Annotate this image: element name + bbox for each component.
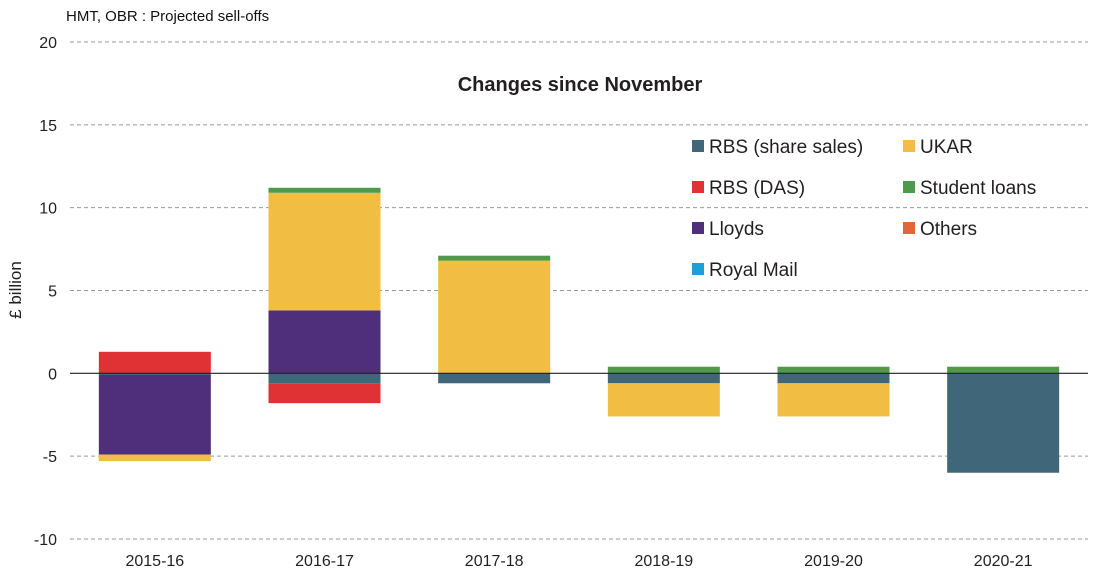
bar-segment bbox=[268, 373, 381, 384]
legend-label: UKAR bbox=[920, 137, 973, 158]
bar-segment bbox=[947, 366, 1060, 374]
legend-swatch bbox=[903, 140, 915, 152]
bar-segment bbox=[777, 366, 890, 374]
bar-segment bbox=[438, 260, 551, 374]
legend-label: Others bbox=[920, 219, 977, 240]
legend-swatch bbox=[692, 181, 704, 193]
bar-segment bbox=[607, 383, 720, 417]
legend-swatch bbox=[692, 140, 704, 152]
legend-swatch bbox=[692, 222, 704, 234]
bar-segment bbox=[607, 366, 720, 374]
legend-label: RBS (DAS) bbox=[709, 178, 805, 199]
x-axis-ticks: 2015-16 2016-17 2017-18 2018-19 2019-20 2020-… bbox=[125, 553, 1032, 570]
bars bbox=[98, 187, 1060, 473]
y-tick-label: 0 bbox=[48, 366, 57, 383]
bar-segment bbox=[268, 383, 381, 404]
bar-segment bbox=[98, 454, 211, 462]
y-tick-label: 5 bbox=[48, 284, 57, 301]
bar-segment bbox=[268, 192, 381, 311]
source-label: HMT, OBR : Projected sell-offs bbox=[66, 8, 270, 25]
legend-label: Lloyds bbox=[709, 219, 764, 240]
bar-segment bbox=[947, 373, 1060, 473]
x-tick-label: 2016-17 bbox=[295, 553, 354, 570]
bar-segment bbox=[777, 383, 890, 417]
x-tick-label: 2018-19 bbox=[634, 553, 693, 570]
y-tick-label: -10 bbox=[34, 532, 57, 549]
y-tick-label: 20 bbox=[39, 35, 57, 52]
y-tick-label: 10 bbox=[39, 201, 57, 218]
bar-segment bbox=[607, 373, 720, 384]
bar-segment bbox=[438, 255, 551, 261]
bar-segment bbox=[268, 310, 381, 374]
legend-label: RBS (share sales) bbox=[709, 137, 863, 158]
bar-segment bbox=[98, 373, 211, 375]
bar-segment bbox=[438, 373, 551, 384]
bar-segment bbox=[98, 351, 211, 374]
legend-label: Royal Mail bbox=[709, 260, 798, 281]
x-tick-label: 2019-20 bbox=[804, 553, 863, 570]
legend-swatch bbox=[903, 222, 915, 234]
chart-title: Changes since November bbox=[458, 74, 703, 96]
y-axis-label: £ billion bbox=[6, 261, 25, 319]
legend-swatch bbox=[903, 181, 915, 193]
y-tick-label: 15 bbox=[39, 118, 57, 135]
bar-segment bbox=[268, 187, 381, 193]
bar-segment bbox=[98, 374, 211, 455]
legend: RBS (share sales) UKAR RBS (DAS) Student lo… bbox=[692, 137, 1036, 281]
x-tick-label: 2020-21 bbox=[974, 553, 1033, 570]
bar-segment bbox=[777, 373, 890, 384]
grid-lines bbox=[70, 41, 1088, 540]
legend-swatch bbox=[692, 263, 704, 275]
legend-label: Student loans bbox=[920, 178, 1036, 199]
x-tick-label: 2017-18 bbox=[465, 553, 524, 570]
x-tick-label: 2015-16 bbox=[125, 553, 184, 570]
y-tick-label: -5 bbox=[43, 449, 57, 466]
y-axis-ticks: 20 15 10 5 0 -5 -10 bbox=[34, 35, 57, 549]
